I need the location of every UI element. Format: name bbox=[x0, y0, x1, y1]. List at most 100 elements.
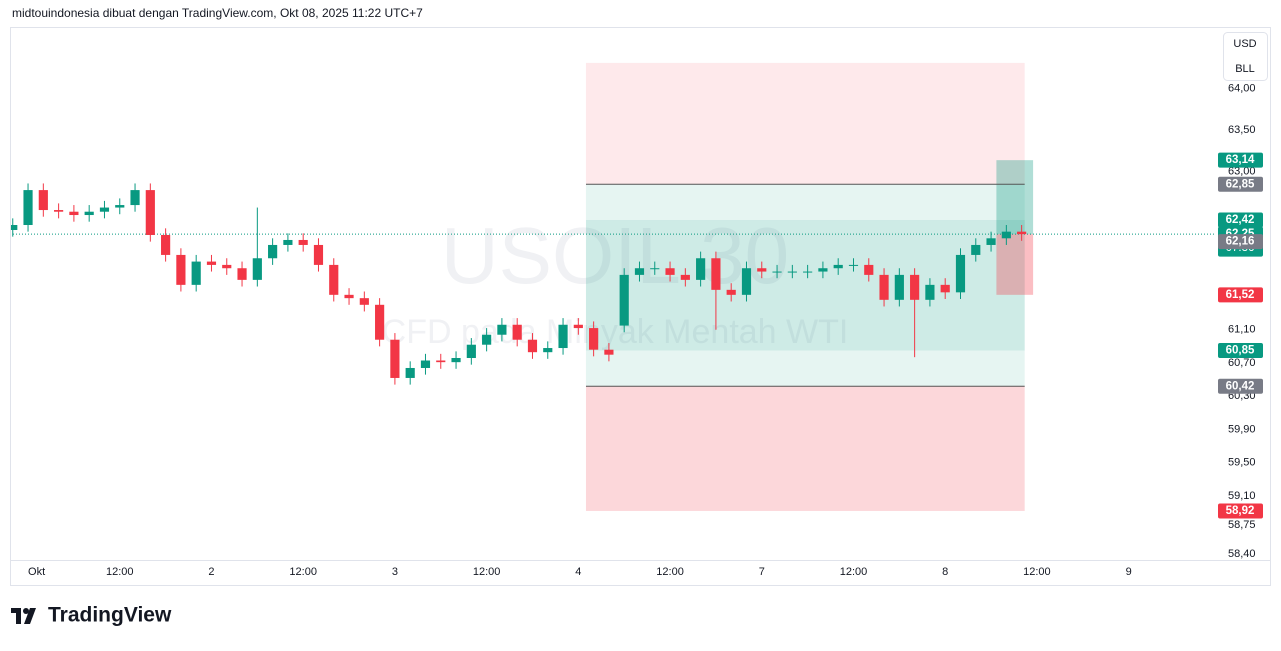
candle-body bbox=[726, 289, 736, 295]
watermark-subtitle: CFD pada Minyak Mentah WTI bbox=[382, 313, 849, 351]
candle-body bbox=[848, 264, 859, 266]
position-zone bbox=[585, 220, 1025, 351]
price-label-box bbox=[1218, 343, 1263, 359]
candle-body bbox=[589, 328, 599, 350]
candle-body bbox=[313, 244, 324, 265]
unit-button[interactable]: BLL bbox=[1235, 63, 1255, 75]
y-tick-label: 61,10 bbox=[1228, 324, 1256, 336]
candle-body bbox=[696, 258, 706, 280]
x-tick-label: Okt bbox=[28, 566, 45, 578]
candle-body bbox=[23, 190, 33, 226]
y-tick-label: 63,50 bbox=[1228, 124, 1256, 136]
candle-body bbox=[161, 234, 171, 255]
y-tick-label: 64,00 bbox=[1228, 83, 1256, 95]
candle-body bbox=[451, 358, 461, 363]
x-tick-label: 12:00 bbox=[473, 566, 501, 578]
x-tick-label: 3 bbox=[392, 566, 398, 578]
candle-body bbox=[604, 349, 614, 355]
position-zone bbox=[996, 234, 1034, 295]
candle-body bbox=[375, 304, 385, 340]
candle-body bbox=[283, 239, 293, 245]
candle-body bbox=[54, 210, 64, 212]
x-tick-label: 12:00 bbox=[106, 566, 134, 578]
candle-body bbox=[1017, 231, 1027, 235]
y-tick-label: 63,00 bbox=[1228, 166, 1256, 178]
candle-body bbox=[818, 268, 828, 272]
candle-body bbox=[864, 264, 874, 275]
header: midtouindonesia dibuat dengan TradingVie… bbox=[12, 6, 423, 20]
candle-body bbox=[344, 294, 354, 299]
price-label: 58,92 bbox=[1226, 505, 1255, 517]
candle-body bbox=[573, 324, 583, 329]
candle-body bbox=[558, 324, 568, 349]
candle-body bbox=[925, 284, 935, 300]
price-label: 60,42 bbox=[1226, 380, 1255, 392]
candle-body bbox=[803, 271, 813, 273]
candle-body bbox=[115, 205, 125, 208]
y-tick-label: 59,50 bbox=[1228, 457, 1256, 469]
price-label-box bbox=[1218, 378, 1263, 394]
candle-body bbox=[436, 360, 446, 363]
x-tick-label: 9 bbox=[1126, 566, 1132, 578]
candle-body bbox=[527, 339, 538, 353]
price-axis: 64,0063,5063,0061,1060,7060,3059,9059,50… bbox=[1218, 83, 1263, 560]
x-tick-label: 4 bbox=[575, 566, 581, 578]
candle-body bbox=[405, 367, 415, 378]
y-tick-label: 59,10 bbox=[1228, 490, 1256, 502]
candle-body bbox=[466, 344, 476, 359]
x-tick-label: 8 bbox=[942, 566, 948, 578]
candle-body bbox=[38, 190, 48, 211]
plot: USOIL 30 CFD pada Minyak Mentah WTI bbox=[11, 62, 1215, 511]
position-zone bbox=[585, 62, 1025, 185]
candle-body bbox=[741, 268, 752, 295]
candle-body bbox=[955, 254, 966, 293]
candle-body bbox=[894, 274, 904, 300]
candle-body bbox=[222, 264, 232, 269]
candle-body bbox=[910, 274, 920, 300]
y-tick-label: 58,40 bbox=[1228, 548, 1256, 560]
candle-body bbox=[206, 261, 217, 265]
candle-body bbox=[986, 238, 996, 245]
candle-body bbox=[482, 334, 492, 345]
position-zone bbox=[585, 350, 1025, 387]
price-label-box bbox=[1218, 234, 1263, 250]
candle-body bbox=[512, 324, 522, 340]
candle-body bbox=[420, 360, 431, 368]
price-label: 62,85 bbox=[1226, 178, 1255, 190]
candle-body bbox=[940, 284, 950, 293]
y-tick-label: 59,90 bbox=[1228, 423, 1256, 435]
currency-button[interactable]: USD bbox=[1233, 38, 1256, 50]
candle-body bbox=[772, 271, 782, 273]
frame bbox=[10, 27, 1271, 586]
candle-body bbox=[619, 274, 629, 326]
candle-body bbox=[84, 211, 94, 216]
price-label: 60,85 bbox=[1226, 345, 1255, 357]
candle-body bbox=[268, 244, 278, 259]
candle-body bbox=[787, 271, 797, 273]
candle-body bbox=[191, 261, 201, 285]
candle-body bbox=[650, 268, 660, 270]
logo: TradingView bbox=[48, 604, 172, 627]
scale-buttons bbox=[1223, 32, 1268, 81]
candle-body bbox=[543, 348, 553, 353]
candle-body bbox=[497, 324, 507, 335]
candle-body bbox=[298, 239, 308, 245]
x-tick-label: 7 bbox=[759, 566, 765, 578]
x-tick-label: 12:00 bbox=[656, 566, 684, 578]
price-label-box bbox=[1218, 212, 1263, 228]
x-tick-label: 12:00 bbox=[289, 566, 317, 578]
position-zone bbox=[585, 184, 1025, 221]
candle-body bbox=[879, 274, 889, 300]
price-label: 63,14 bbox=[1226, 154, 1255, 166]
candle-body bbox=[757, 268, 767, 272]
x-tick-label: 12:00 bbox=[1023, 566, 1051, 578]
candle-body bbox=[69, 211, 79, 216]
candle-body bbox=[329, 264, 339, 295]
candle-body bbox=[359, 298, 369, 305]
candle-body bbox=[634, 268, 645, 275]
candle-body bbox=[680, 274, 690, 280]
position-zone bbox=[585, 386, 1025, 511]
y-tick-label: 60,70 bbox=[1228, 357, 1256, 369]
price-label: 62,42 bbox=[1226, 214, 1255, 226]
